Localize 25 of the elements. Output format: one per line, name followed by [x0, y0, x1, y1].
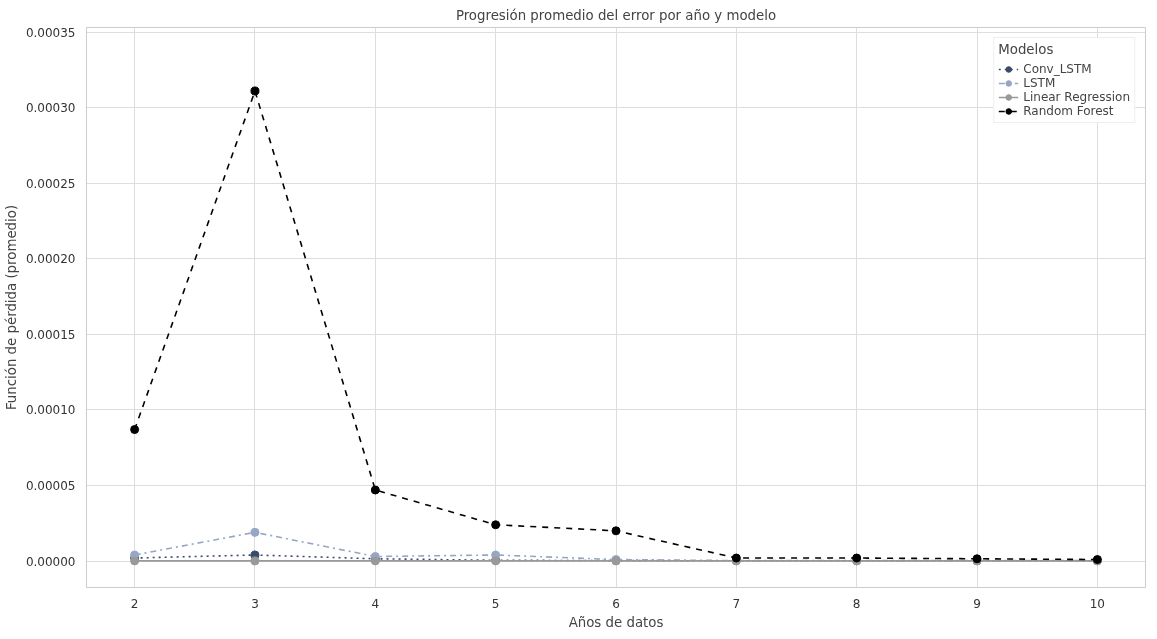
- y-tick-label: 0.00025: [25, 176, 76, 191]
- y-tick-label: 0.00015: [25, 327, 76, 342]
- x-tick-label: 4: [371, 596, 380, 611]
- chart-title: Progresión promedio del error por año y modelo: [455, 7, 777, 23]
- y-tick-label: 0.00020: [25, 252, 76, 267]
- legend-label: LSTM: [1023, 76, 1056, 90]
- y-tick-label: 0.00000: [25, 554, 76, 569]
- x-tick-label: 9: [973, 596, 981, 611]
- x-tick-label: 5: [491, 596, 500, 611]
- y-tick-label: 0.00005: [25, 478, 76, 493]
- legend-label: Linear Regression: [1023, 90, 1130, 104]
- legend-label: Conv_LSTM: [1023, 62, 1092, 76]
- legend-title: Modelos: [998, 42, 1055, 57]
- y-tick-label: 0.00035: [25, 25, 76, 40]
- x-tick-label: 3: [251, 596, 259, 611]
- x-tick-label: 7: [732, 596, 741, 611]
- y-tick-label: 0.00030: [25, 101, 76, 116]
- x-tick-label: 2: [130, 596, 139, 611]
- y-tick-label: 0.00010: [25, 403, 76, 418]
- legend-label: Random Forest: [1023, 104, 1114, 118]
- y-axis-title: Función de pérdida (promedio): [3, 204, 19, 411]
- x-tick-label: 8: [852, 596, 861, 611]
- x-axis-title: Años de datos: [568, 614, 664, 630]
- x-tick-label: 10: [1089, 596, 1106, 611]
- x-tick-label: 6: [612, 596, 620, 611]
